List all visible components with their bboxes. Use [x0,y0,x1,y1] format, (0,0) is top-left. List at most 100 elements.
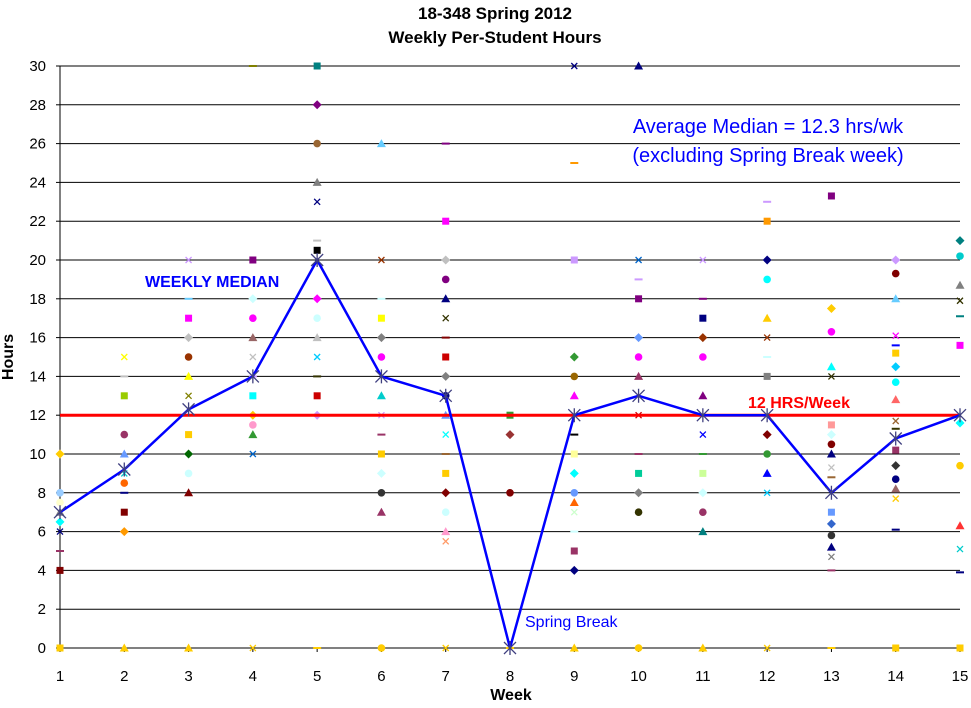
data-point [56,644,64,652]
data-point [56,550,64,552]
data-point [120,392,128,400]
data-point [955,521,965,530]
data-point [634,371,644,380]
y-tick-label: 16 [29,330,46,347]
data-point [763,644,771,652]
data-point [184,297,193,300]
y-tick-label: 28 [29,97,46,114]
data-point [312,100,322,110]
data-point [248,65,257,67]
data-point [956,571,964,574]
y-tick-label: 10 [29,446,46,463]
data-point [184,469,193,478]
y-tick-label: 22 [29,213,46,230]
x-tick-label: 12 [759,668,776,685]
average-median-annotation: Average Median = 12.3 hrs/wk [633,116,904,138]
data-point [635,295,643,303]
data-point [249,450,257,458]
y-tick-label: 14 [29,368,46,385]
data-point [827,372,835,380]
data-point [891,395,901,404]
data-point [313,314,321,323]
data-point [312,294,322,304]
data-point [313,392,321,400]
data-point [892,446,900,454]
data-point [442,314,450,322]
data-point [570,433,579,436]
data-point [699,314,707,322]
data-point [442,217,450,225]
data-point [376,507,386,516]
data-point [762,468,772,477]
data-point [570,489,579,497]
data-point [827,421,835,429]
median-point [117,462,131,477]
data-point [892,644,900,652]
median-point [632,388,646,403]
data-point [763,217,771,225]
y-tick-label: 6 [38,524,46,541]
data-point [119,449,129,458]
data-point [56,489,64,497]
data-point [313,239,322,242]
data-point [441,527,451,536]
x-tick-label: 1 [56,668,64,685]
median-point [53,505,67,520]
x-tick-label: 2 [120,668,128,685]
data-point [827,192,835,200]
median-point [310,253,324,267]
data-point [827,647,836,649]
data-point [826,542,836,551]
data-point [698,488,708,498]
data-point [891,344,900,347]
data-point [826,430,836,440]
data-point [698,391,708,400]
data-point [313,62,321,70]
y-tick-label: 18 [29,291,46,308]
data-point [185,392,193,400]
data-point [827,508,835,516]
data-point [185,256,193,264]
spring-break-label: Spring Break [525,614,618,631]
chart-title: 18-348 Spring 2012 [418,4,572,23]
data-point [698,297,707,300]
data-point [185,314,193,322]
data-point [634,453,643,455]
data-point [184,353,193,361]
data-point [699,508,707,516]
data-point [570,547,578,555]
chart-subtitle: Weekly Per-Student Hours [388,28,601,47]
data-point [441,336,450,339]
data-point [376,391,386,400]
data-point [184,371,194,380]
data-point [891,427,900,430]
data-point [698,643,708,652]
median-point [182,402,196,417]
data-point [569,468,579,478]
data-point [56,566,64,574]
data-point [956,297,964,305]
data-point [184,449,194,459]
data-point [441,453,450,455]
data-point [119,527,129,537]
data-point [441,142,450,145]
y-tick-label: 24 [29,174,46,191]
data-point [826,519,836,529]
data-point [763,200,772,203]
data-point [377,353,386,361]
y-tick-label: 2 [38,601,46,618]
x-tick-label: 14 [887,668,904,685]
data-point [55,449,65,459]
data-point [249,421,257,429]
data-point [699,256,707,264]
data-point [377,314,385,322]
data-point [634,508,643,516]
data-point [634,488,644,498]
data-point [249,314,257,323]
data-point [892,417,900,425]
data-point [55,517,65,527]
data-point [570,162,579,164]
y-axis-label: Hours [0,334,17,380]
data-point [248,294,258,304]
